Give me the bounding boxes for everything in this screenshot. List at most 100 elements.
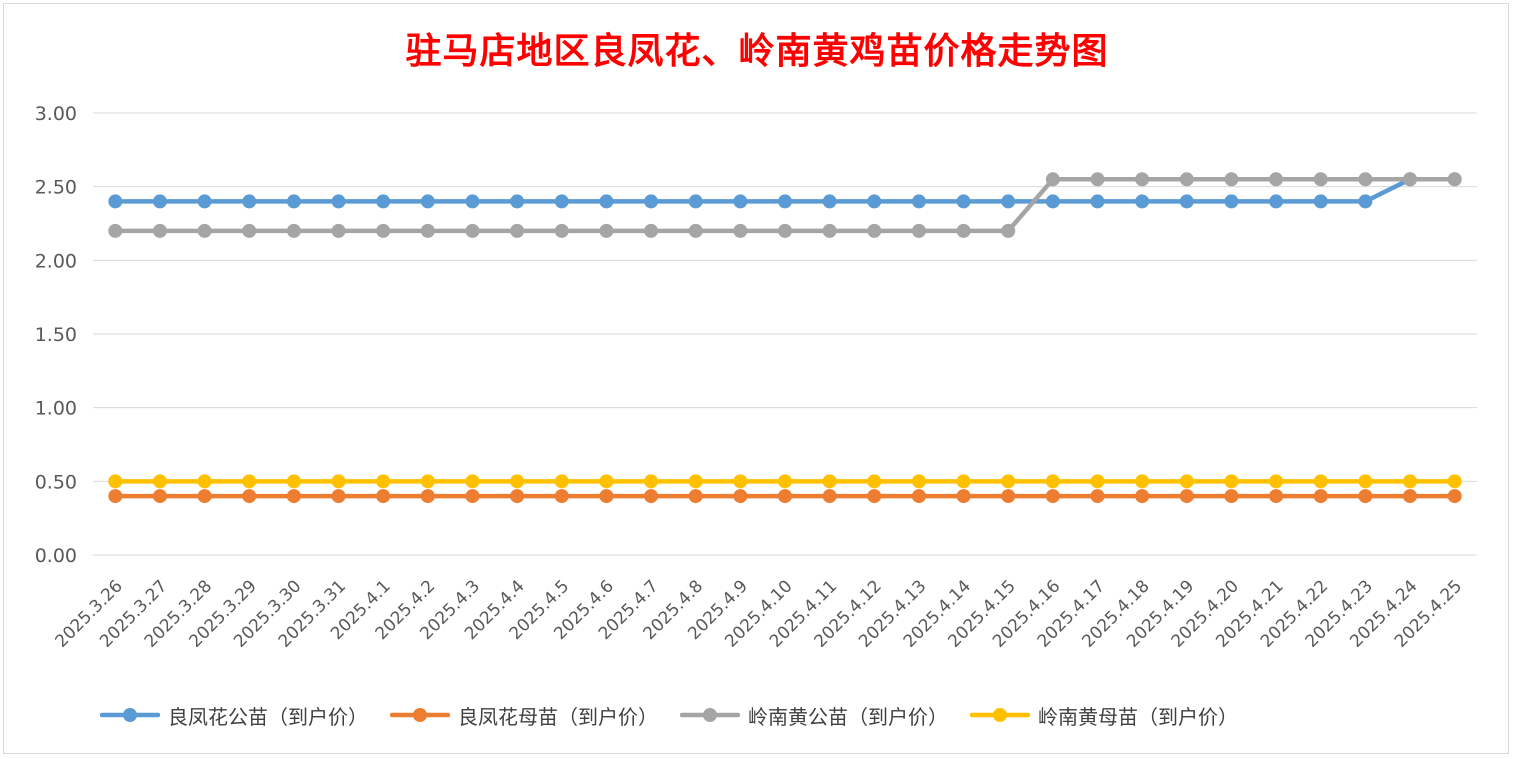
data-point: [286, 489, 301, 504]
data-point: [1403, 474, 1418, 489]
series-group: [108, 172, 1462, 504]
y-axis-ticks: 0.00 0.50 1.00 1.50 2.00 2.50 3.00: [35, 103, 77, 567]
data-point: [1224, 172, 1239, 187]
data-point: [286, 223, 301, 238]
data-point: [1403, 489, 1418, 504]
data-point: [1269, 474, 1284, 489]
data-point: [911, 474, 926, 489]
data-point: [554, 474, 569, 489]
data-point: [197, 489, 212, 504]
legend-label: 良凤花母苗（到户价）: [458, 704, 658, 729]
data-point: [554, 194, 569, 209]
data-point: [1179, 194, 1194, 209]
data-point: [554, 489, 569, 504]
data-point: [778, 223, 792, 238]
legend-item: 良凤花公苗（到户价）: [100, 701, 368, 730]
data-point: [822, 489, 837, 504]
data-point: [644, 489, 659, 504]
data-point: [108, 194, 123, 209]
data-point: [376, 194, 391, 209]
data-point: [956, 223, 971, 238]
data-point: [108, 223, 123, 238]
data-point: [733, 474, 748, 489]
data-point: [733, 489, 748, 504]
data-point: [733, 223, 748, 238]
legend-marker: [703, 708, 717, 722]
y-tick-label: 2.50: [35, 177, 77, 199]
data-point: [1001, 194, 1016, 209]
legend-swatch: [390, 708, 450, 722]
data-point: [465, 489, 480, 504]
chart-title: 驻马店地区良凤花、岭南黄鸡苗价格走势图: [405, 30, 1109, 72]
data-point: [510, 474, 525, 489]
x-axis-ticks: 2025.3.262025.3.272025.3.282025.3.292025…: [52, 576, 1467, 651]
data-point: [1269, 489, 1284, 504]
data-point: [1313, 474, 1328, 489]
data-point: [911, 223, 926, 238]
data-point: [956, 474, 971, 489]
legend-swatch: [100, 708, 160, 722]
legend-marker: [413, 708, 427, 722]
data-point: [1447, 474, 1462, 489]
data-point: [1045, 474, 1060, 489]
data-point: [778, 474, 792, 489]
data-point: [1045, 489, 1060, 504]
data-point: [644, 474, 659, 489]
series-3: [108, 474, 1462, 489]
data-point: [554, 223, 569, 238]
y-tick-label: 0.00: [35, 545, 77, 567]
data-point: [867, 474, 882, 489]
data-point: [510, 194, 525, 209]
data-point: [331, 474, 346, 489]
data-point: [599, 474, 614, 489]
data-point: [688, 489, 703, 504]
data-point: [286, 194, 301, 209]
data-point: [599, 223, 614, 238]
data-point: [108, 489, 123, 504]
data-point: [152, 474, 167, 489]
legend-item: 岭南黄公苗（到户价）: [680, 701, 948, 730]
series-1: [108, 489, 1462, 504]
y-tick-label: 0.50: [35, 471, 77, 493]
data-point: [599, 489, 614, 504]
data-point: [420, 489, 435, 504]
data-point: [1224, 489, 1239, 504]
data-point: [152, 194, 167, 209]
data-point: [867, 489, 882, 504]
y-tick-label: 2.00: [35, 250, 77, 272]
data-point: [1179, 172, 1194, 187]
data-point: [331, 489, 346, 504]
data-point: [822, 474, 837, 489]
data-point: [644, 194, 659, 209]
data-point: [376, 474, 391, 489]
chart-frame: [3, 3, 1509, 754]
data-point: [1090, 474, 1105, 489]
data-point: [1090, 489, 1105, 504]
data-point: [778, 489, 792, 504]
data-point: [1313, 194, 1328, 209]
legend-item: 岭南黄母苗（到户价）: [970, 701, 1238, 730]
data-point: [152, 489, 167, 504]
data-point: [1179, 489, 1194, 504]
data-point: [1313, 172, 1328, 187]
data-point: [465, 194, 480, 209]
data-point: [331, 194, 346, 209]
data-point: [911, 489, 926, 504]
legend: 良凤花公苗（到户价） 良凤花母苗（到户价） 岭南黄公苗（到户价） 岭南黄母苗（到户价）: [100, 700, 1238, 730]
data-point: [1045, 194, 1060, 209]
data-point: [510, 223, 525, 238]
data-point: [822, 223, 837, 238]
data-point: [1269, 172, 1284, 187]
legend-swatch: [680, 708, 740, 722]
data-point: [376, 489, 391, 504]
data-point: [197, 474, 212, 489]
data-point: [1135, 194, 1150, 209]
y-tick-label: 3.00: [35, 103, 77, 125]
data-point: [822, 194, 837, 209]
data-point: [599, 194, 614, 209]
data-point: [1313, 489, 1328, 504]
data-point: [1001, 489, 1016, 504]
legend-marker: [123, 708, 137, 722]
data-point: [956, 489, 971, 504]
